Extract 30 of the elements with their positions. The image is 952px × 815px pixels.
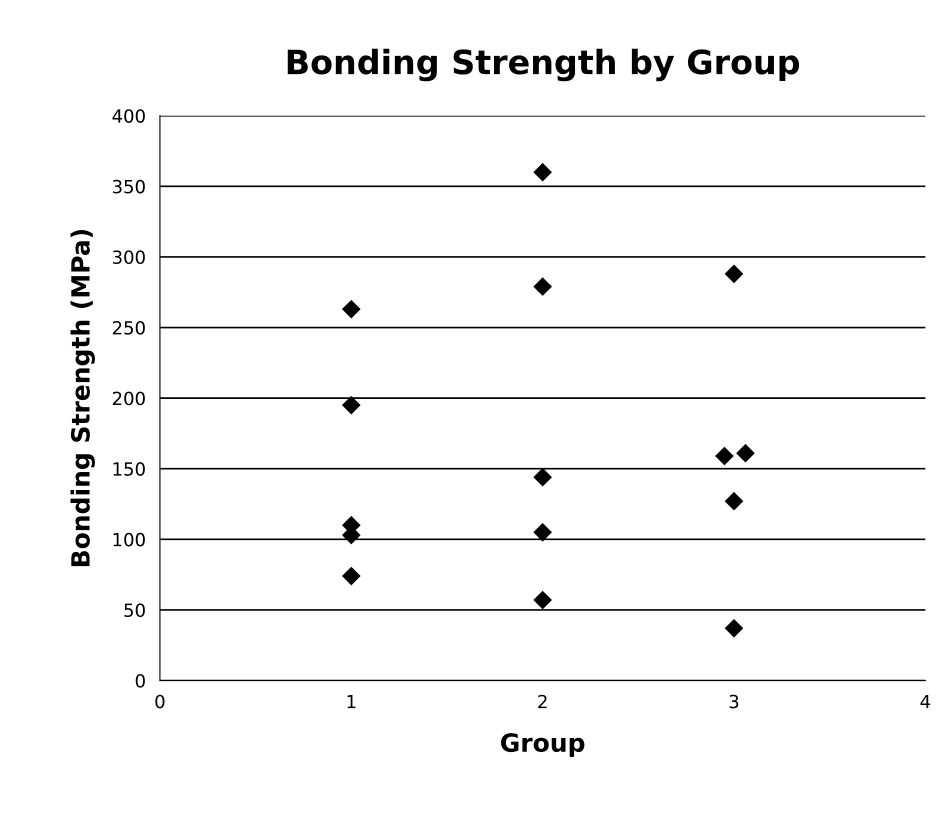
point: [533, 590, 552, 610]
point: [724, 492, 744, 511]
point: [715, 446, 734, 466]
point: [533, 468, 552, 487]
y-tick-label: 250: [112, 320, 145, 335]
y-tick-label: 350: [112, 180, 145, 194]
point: [533, 277, 552, 296]
point: [724, 264, 744, 284]
y-tick-label: 150: [114, 462, 145, 476]
x-tick-label: 4: [920, 694, 930, 708]
x-tick-label: 3: [730, 694, 738, 708]
y-tick-label: 200: [112, 392, 145, 406]
y-tick-label: 300: [112, 250, 145, 264]
x-tick-label: 2: [538, 694, 547, 708]
point: [533, 162, 552, 182]
y-tick-label: 100: [114, 532, 145, 546]
y-axis-title: Bonding Strength (MPa): [70, 230, 95, 566]
point: [342, 300, 361, 318]
point: [342, 396, 361, 415]
y-tick-label: 400: [112, 109, 145, 123]
y-tick-label: 50: [124, 603, 145, 618]
point: [724, 618, 744, 638]
point: [342, 566, 361, 586]
y-tick-label: 0: [136, 674, 145, 688]
chart-title: Bonding Strength by Group: [288, 48, 800, 82]
point: [736, 444, 755, 463]
point: [533, 522, 552, 542]
x-tick-label: 1: [348, 694, 356, 708]
x-tick-label: 0: [155, 694, 164, 708]
x-axis-title: Group: [501, 733, 584, 757]
